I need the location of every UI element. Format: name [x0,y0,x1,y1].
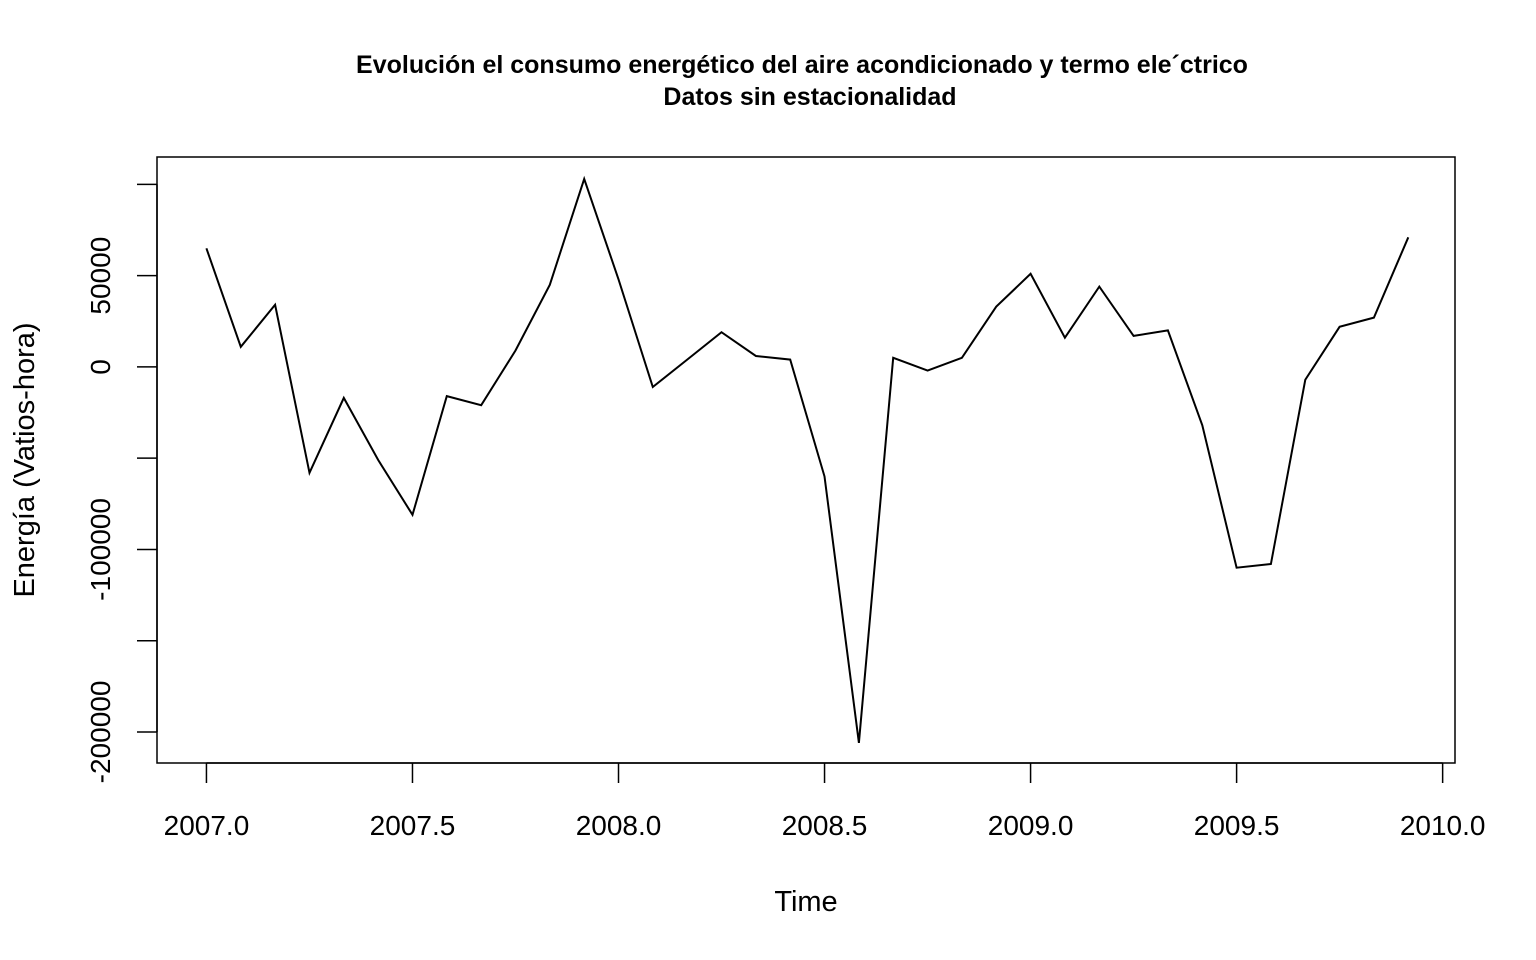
x-axis-label: Time [774,886,837,918]
x-tick-label: 2010.0 [1400,810,1486,841]
y-axis-label: Energía (Vatios-hora) [9,322,41,597]
y-tick-label: 50000 [85,237,116,315]
chart-title: Evolución el consumo energético del aire… [356,51,1248,79]
x-tick-label: 2009.5 [1194,810,1280,841]
y-axis: -200000 -100000 0 50000 [85,183,158,784]
x-tick-label: 2007.5 [370,810,456,841]
plot-frame [156,156,1456,764]
series-points [206,179,1408,743]
x-axis: 2007.0 2007.5 2008.0 2008.5 2009.0 2009.5 2010… [164,762,1486,841]
x-tick-label: 2007.0 [164,810,250,841]
x-tick-label: 2008.5 [782,810,868,841]
x-tick-label: 2008.0 [576,810,662,841]
chart-subtitle: Datos sin estacionalidad [663,83,956,111]
y-tick-label: -200000 [85,681,116,784]
x-tick-label: 2009.0 [988,810,1074,841]
series-line [205,175,1410,744]
y-tick-label: 0 [85,359,116,375]
y-tick-label: -100000 [85,498,116,601]
